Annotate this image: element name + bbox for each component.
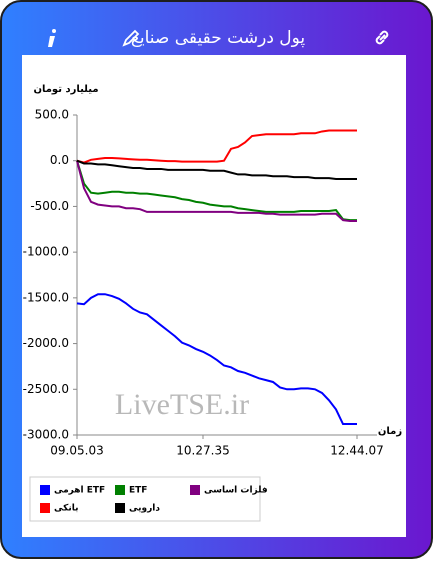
y-tick-label: 0.0: [50, 153, 69, 167]
x-tick-label: 10.27.35: [176, 444, 229, 458]
legend-label: فلزات اساسی: [204, 486, 268, 496]
legend-label: ETF: [129, 486, 147, 496]
y-tick-label: -1500.0: [23, 290, 69, 304]
series-line: [76, 160, 357, 223]
x-tick-label: 12.44.07: [330, 444, 383, 458]
y-tick-label: -2000.0: [23, 336, 69, 350]
x-axis-label: زمان: [378, 426, 402, 437]
legend-swatch: [190, 485, 200, 495]
series-line: [76, 160, 357, 222]
legend-swatch: [115, 485, 125, 495]
series-line: [76, 159, 357, 180]
series-line: [76, 293, 357, 426]
legend-swatch: [40, 485, 50, 495]
x-tick-label: 09.05.03: [50, 444, 103, 458]
y-tick-label: -2500.0: [23, 382, 69, 396]
legend-swatch: [115, 503, 125, 513]
legend-label: دارویی: [129, 504, 160, 514]
legend-label: بانکی: [54, 504, 78, 514]
link-icon[interactable]: [375, 30, 389, 45]
chart-panel: [22, 55, 406, 537]
info-icon[interactable]: [48, 29, 56, 47]
watermark: LiveTSE.ir: [115, 388, 249, 421]
edit-icon[interactable]: [122, 29, 140, 47]
y-tick-label: -3000.0: [23, 428, 69, 442]
y-tick-label: -500.0: [30, 199, 69, 213]
series-line: [76, 129, 357, 164]
y-tick-label: -1000.0: [23, 245, 69, 259]
legend-label: اهرمی ETF: [54, 486, 105, 496]
legend-swatch: [40, 503, 50, 513]
card-title: پول درشت حقیقی صنایع: [131, 28, 306, 48]
y-axis-label: میلیارد تومان: [33, 84, 98, 95]
legend-box: [29, 476, 261, 522]
y-tick-label: 500.0: [35, 108, 69, 122]
